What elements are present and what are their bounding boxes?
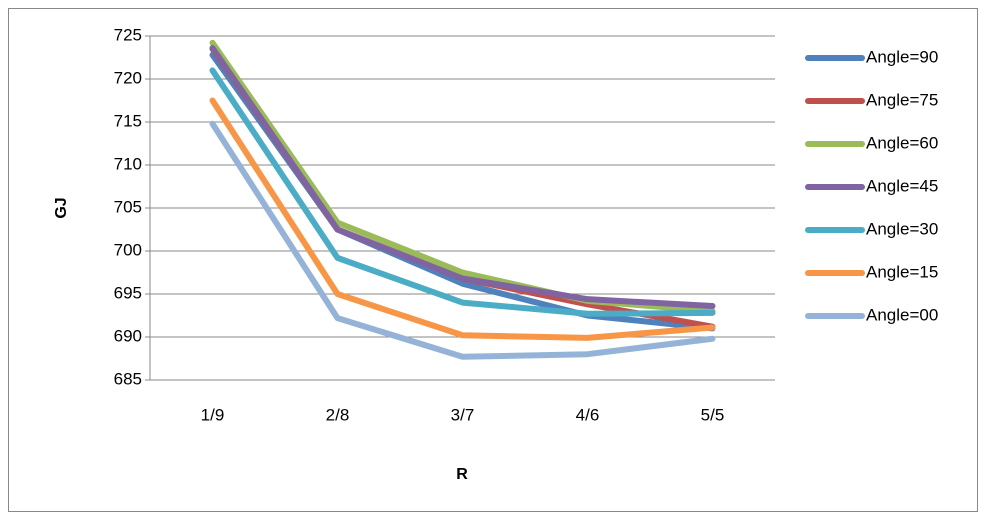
- y-tick-label: 710: [114, 154, 142, 173]
- y-tick-label: 700: [114, 240, 142, 259]
- legend-label: Angle=75: [866, 90, 938, 109]
- legend-label: Angle=30: [866, 219, 938, 238]
- chart-border: [8, 8, 978, 512]
- y-tick-label: 705: [114, 197, 142, 216]
- x-tick-label: 2/8: [326, 405, 350, 424]
- y-tick-label: 715: [114, 111, 142, 130]
- y-tick-label: 725: [114, 25, 142, 44]
- y-tick-label: 720: [114, 68, 142, 87]
- series-line: [209, 45, 716, 310]
- x-tick-label: 1/9: [201, 405, 225, 424]
- legend-label: Angle=45: [866, 176, 938, 195]
- y-axis-title: GJ: [53, 197, 70, 218]
- x-tick-label: 5/5: [701, 405, 725, 424]
- y-tick-label: 685: [114, 369, 142, 388]
- series-line: [209, 120, 716, 360]
- y-tick-label: 695: [114, 283, 142, 302]
- y-tick-label: 690: [114, 326, 142, 345]
- series-line: [209, 97, 716, 341]
- legend-label: Angle=00: [866, 305, 938, 324]
- legend-label: Angle=90: [866, 47, 938, 66]
- legend-label: Angle=15: [866, 262, 938, 281]
- legend-label: Angle=60: [866, 133, 938, 152]
- series-line: [209, 67, 716, 317]
- x-tick-label: 4/6: [576, 405, 600, 424]
- x-tick-label: 3/7: [451, 405, 475, 424]
- x-axis-title: R: [456, 466, 468, 483]
